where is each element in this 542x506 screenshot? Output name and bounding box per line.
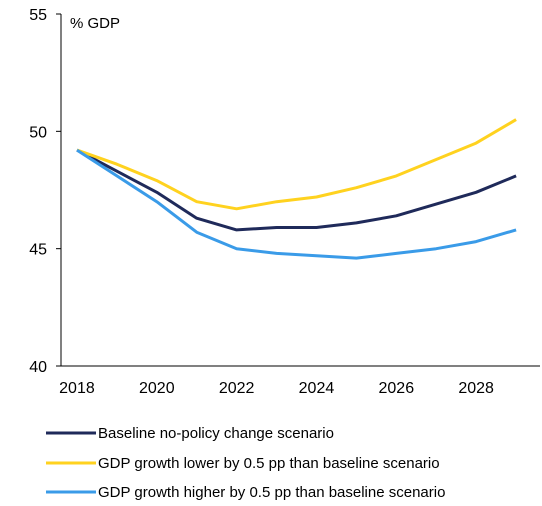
- legend: Baseline no-policy change scenario GDP gr…: [46, 425, 445, 501]
- series-line-1: [76, 148, 517, 232]
- legend-item: Baseline no-policy change scenario: [46, 425, 334, 442]
- x-tick-label: 2022: [219, 380, 255, 397]
- legend-item: GDP growth higher by 0.5 pp than baselin…: [46, 484, 445, 501]
- x-tick-label: 2020: [139, 380, 175, 397]
- legend-label: GDP growth higher by 0.5 pp than baselin…: [98, 484, 445, 501]
- series-line-3: [76, 148, 517, 260]
- x-tick-labels: 2018 2020 2022 2024 2026 2028: [59, 380, 494, 397]
- series-lines: [76, 118, 517, 260]
- x-tick-label: 2018: [59, 380, 95, 397]
- legend-label: Baseline no-policy change scenario: [98, 425, 334, 442]
- legend-item: GDP growth lower by 0.5 pp than baseline…: [46, 455, 440, 472]
- y-tick-labels: 40 45 50 55: [29, 7, 61, 376]
- legend-label: GDP growth lower by 0.5 pp than baseline…: [98, 455, 440, 472]
- series-line-2: [76, 118, 517, 211]
- y-tick-label: 40: [29, 359, 47, 376]
- y-tick-label: 55: [29, 7, 47, 24]
- x-tick-label: 2026: [379, 380, 415, 397]
- y-tick-label: 50: [29, 124, 47, 141]
- y-unit-label: % GDP: [70, 15, 120, 32]
- x-tick-label: 2028: [458, 380, 494, 397]
- x-tick-label: 2024: [299, 380, 335, 397]
- y-tick-label: 45: [29, 242, 47, 259]
- axes: [60, 14, 540, 367]
